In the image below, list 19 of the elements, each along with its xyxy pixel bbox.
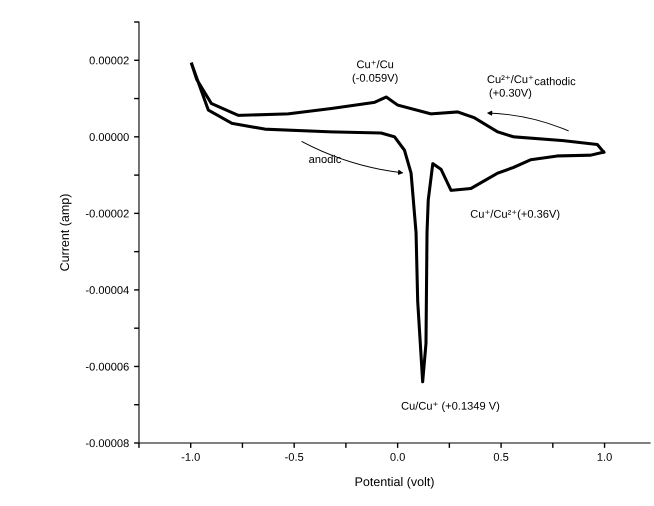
y-tick-label: -0.00004 <box>86 286 129 294</box>
y-tick-label: -0.00006 <box>86 362 129 371</box>
annotation: Cu/Cu⁺ (+0.1349 V) <box>402 402 500 412</box>
x-tick-label: 0.5 <box>494 453 508 461</box>
annotation: cathodic <box>534 77 576 86</box>
y-tick-label: -0.00008 <box>86 439 129 448</box>
annotation: Cu⁺/Cu²⁺(+0.36V) <box>470 210 560 220</box>
y-tick-label: -0.00002 <box>86 210 129 218</box>
annotation: Cu²⁺/Cu⁺ (+0.30V) <box>488 74 534 99</box>
x-axis-title: Potential (volt) <box>356 476 434 489</box>
x-tick-label: -1.0 <box>182 453 200 461</box>
y-tick-label: 0.00002 <box>90 56 129 64</box>
annotation: Cu⁺/Cu (-0.059V) <box>352 60 398 84</box>
x-tick-label: 1.0 <box>598 453 612 461</box>
y-tick-label: 0.00000 <box>90 133 129 141</box>
annotation: anodic <box>309 154 342 164</box>
x-tick-label: -0.5 <box>285 453 304 461</box>
y-axis-title: Current (amp) <box>60 194 72 271</box>
x-tick-label: 0.0 <box>390 453 405 461</box>
